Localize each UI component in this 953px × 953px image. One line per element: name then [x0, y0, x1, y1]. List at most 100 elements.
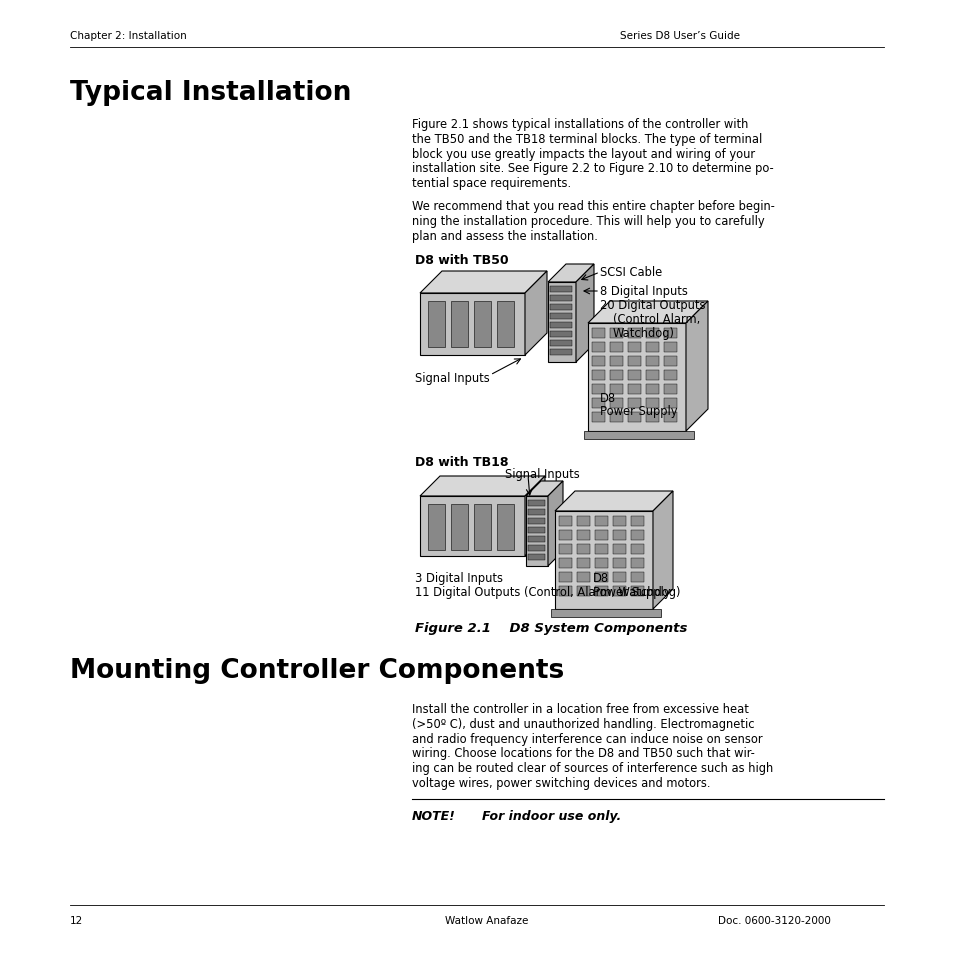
- Bar: [592, 413, 604, 422]
- Bar: [527, 545, 544, 552]
- Bar: [645, 371, 659, 380]
- Bar: [550, 332, 572, 337]
- Bar: [630, 573, 643, 582]
- Polygon shape: [525, 481, 562, 497]
- Polygon shape: [555, 512, 652, 609]
- Bar: [577, 517, 589, 526]
- Bar: [550, 340, 572, 347]
- Polygon shape: [685, 302, 707, 432]
- Bar: [595, 517, 607, 526]
- Bar: [663, 371, 677, 380]
- Bar: [577, 544, 589, 555]
- Bar: [663, 329, 677, 338]
- Bar: [627, 343, 640, 353]
- Bar: [558, 573, 572, 582]
- Polygon shape: [547, 283, 576, 363]
- Text: 3 Digital Inputs: 3 Digital Inputs: [415, 572, 502, 584]
- Bar: [613, 558, 625, 568]
- Polygon shape: [419, 497, 524, 557]
- Polygon shape: [419, 294, 524, 355]
- Bar: [613, 517, 625, 526]
- Text: Power Supply: Power Supply: [593, 585, 670, 598]
- Bar: [645, 398, 659, 409]
- Bar: [451, 504, 468, 551]
- Text: Watlow Anafaze: Watlow Anafaze: [444, 915, 528, 925]
- Bar: [663, 413, 677, 422]
- Bar: [550, 350, 572, 355]
- Bar: [627, 398, 640, 409]
- Bar: [609, 398, 622, 409]
- Bar: [592, 356, 604, 367]
- Bar: [627, 356, 640, 367]
- Text: We recommend that you read this entire chapter before begin-: We recommend that you read this entire c…: [412, 200, 774, 213]
- Text: Mounting Controller Components: Mounting Controller Components: [70, 658, 563, 683]
- Bar: [550, 305, 572, 311]
- Text: Install the controller in a location free from excessive heat: Install the controller in a location fre…: [412, 702, 748, 716]
- Text: For indoor use only.: For indoor use only.: [481, 809, 620, 822]
- Bar: [527, 555, 544, 560]
- Bar: [609, 329, 622, 338]
- Polygon shape: [524, 272, 546, 355]
- Text: (Control Alarm,: (Control Alarm,: [613, 313, 700, 326]
- Bar: [550, 295, 572, 302]
- Bar: [577, 586, 589, 597]
- Bar: [428, 302, 444, 348]
- Bar: [613, 573, 625, 582]
- Text: (>50º C), dust and unauthorized handling. Electromagnetic: (>50º C), dust and unauthorized handling…: [412, 717, 754, 730]
- Text: Figure 2.1 shows typical installations of the controller with: Figure 2.1 shows typical installations o…: [412, 118, 747, 131]
- Bar: [577, 558, 589, 568]
- Text: Figure 2.1    D8 System Components: Figure 2.1 D8 System Components: [415, 621, 687, 635]
- Polygon shape: [419, 272, 546, 294]
- Bar: [663, 398, 677, 409]
- Bar: [527, 510, 544, 516]
- Text: block you use greatly impacts the layout and wiring of your: block you use greatly impacts the layout…: [412, 148, 755, 160]
- Bar: [595, 573, 607, 582]
- Polygon shape: [524, 476, 544, 557]
- Text: voltage wires, power switching devices and motors.: voltage wires, power switching devices a…: [412, 776, 710, 789]
- Bar: [613, 531, 625, 540]
- Text: 8 Digital Inputs: 8 Digital Inputs: [599, 285, 687, 297]
- Text: D8: D8: [599, 392, 616, 405]
- Bar: [595, 544, 607, 555]
- Polygon shape: [587, 302, 707, 324]
- Polygon shape: [547, 481, 562, 566]
- Bar: [609, 413, 622, 422]
- Bar: [558, 586, 572, 597]
- Bar: [645, 413, 659, 422]
- Bar: [630, 558, 643, 568]
- Bar: [451, 302, 468, 348]
- Bar: [663, 385, 677, 395]
- Text: plan and assess the installation.: plan and assess the installation.: [412, 230, 598, 242]
- Text: D8 with TB50: D8 with TB50: [415, 253, 508, 267]
- Text: ing can be routed clear of sources of interference such as high: ing can be routed clear of sources of in…: [412, 761, 773, 775]
- Bar: [630, 531, 643, 540]
- Text: 20 Digital Outputs: 20 Digital Outputs: [599, 298, 705, 312]
- Bar: [527, 500, 544, 506]
- Bar: [627, 385, 640, 395]
- Bar: [592, 343, 604, 353]
- Bar: [630, 544, 643, 555]
- Bar: [550, 323, 572, 329]
- Text: SCSI Cable: SCSI Cable: [599, 266, 661, 278]
- Text: NOTE!: NOTE!: [412, 809, 456, 822]
- Bar: [627, 413, 640, 422]
- Text: D8: D8: [593, 572, 608, 584]
- Bar: [609, 343, 622, 353]
- Bar: [645, 329, 659, 338]
- Polygon shape: [587, 324, 685, 432]
- Bar: [592, 329, 604, 338]
- Bar: [577, 531, 589, 540]
- Bar: [497, 302, 514, 348]
- Bar: [592, 371, 604, 380]
- Text: ning the installation procedure. This will help you to carefully: ning the installation procedure. This wi…: [412, 214, 763, 228]
- Text: and radio frequency interference can induce noise on sensor: and radio frequency interference can ind…: [412, 732, 761, 745]
- Bar: [592, 385, 604, 395]
- Text: 11 Digital Outputs (Control, Alarm, Watchdog): 11 Digital Outputs (Control, Alarm, Watc…: [415, 585, 679, 598]
- Text: Watchdog): Watchdog): [613, 327, 675, 339]
- Bar: [627, 329, 640, 338]
- Polygon shape: [576, 265, 594, 363]
- Bar: [627, 371, 640, 380]
- Polygon shape: [583, 432, 693, 439]
- Bar: [527, 527, 544, 534]
- Text: Series D8 User’s Guide: Series D8 User’s Guide: [619, 30, 740, 41]
